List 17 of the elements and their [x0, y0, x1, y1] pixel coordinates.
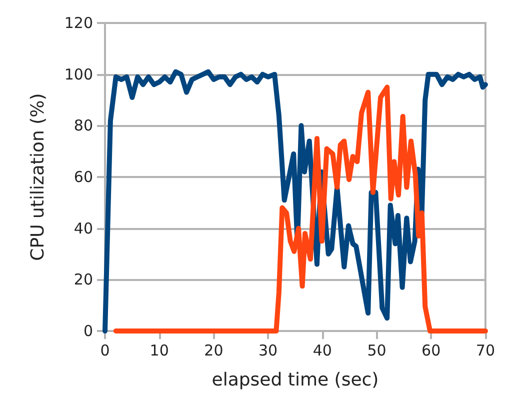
y-tick-label: 120 — [64, 14, 93, 32]
x-tick-label: 20 — [204, 342, 224, 360]
x-tick-label: 0 — [100, 342, 110, 360]
x-tick-label: 50 — [367, 342, 386, 360]
x-tick-label: 30 — [258, 342, 278, 360]
x-tick-label: 60 — [422, 342, 441, 360]
y-tick-label: 40 — [74, 219, 93, 238]
y-tick-label: 0 — [83, 322, 93, 340]
x-tick-label: 70 — [476, 342, 496, 360]
y-tick-label: 60 — [74, 168, 93, 186]
y-axis-title: CPU utilization (%) — [28, 93, 48, 261]
x-axis-title: elapsed time (sec) — [212, 370, 379, 390]
x-tick-label: 40 — [312, 342, 332, 360]
x-tick-label: 10 — [150, 342, 169, 360]
y-tick-label: 100 — [64, 65, 93, 84]
y-tick-label: 80 — [74, 116, 93, 135]
y-tick-label: 20 — [74, 270, 93, 289]
